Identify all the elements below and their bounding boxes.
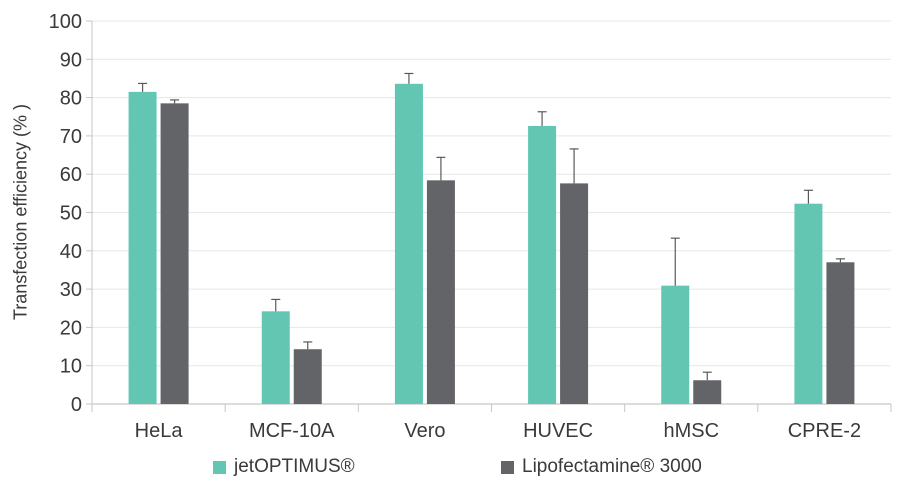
legend-item-jetoptimus: jetOPTIMUS®: [213, 456, 355, 478]
x-category-label: hMSC: [663, 420, 719, 442]
x-category-label: HUVEC: [523, 420, 593, 442]
bar-lipofectamine-3000-huvec: [560, 183, 589, 404]
x-category-label: HeLa: [135, 420, 184, 442]
y-tick-label: 60: [60, 164, 82, 186]
y-axis-title: Transfection efficiency (% ): [10, 103, 31, 321]
y-tick-label: 80: [60, 88, 82, 110]
y-tick-label: 30: [60, 279, 82, 301]
legend-label-lipofectamine: Lipofectamine® 3000: [522, 456, 702, 477]
legend-swatch-lipofectamine-icon: [501, 460, 514, 474]
bar-jetoptimus-mcf-10a: [261, 311, 290, 404]
bar-jetoptimus-huvec: [528, 125, 557, 404]
y-tick-label: 0: [71, 394, 82, 416]
x-category-label: MCF-10A: [249, 420, 335, 442]
bar-lipofectamine-3000-vero: [426, 180, 455, 404]
x-category-label: Vero: [404, 420, 445, 442]
bar-jetoptimus-vero: [394, 83, 423, 404]
bar-lipofectamine-3000-hela: [160, 103, 189, 404]
bar-lipofectamine-3000-mcf-10a: [293, 349, 322, 404]
bar-lipofectamine-3000-hmsc: [693, 380, 722, 404]
bar-jetoptimus-hmsc: [661, 285, 690, 404]
legend-label-jetoptimus: jetOPTIMUS®: [234, 456, 355, 477]
bar-jetoptimus-hela: [128, 91, 157, 404]
y-tick-label: 90: [60, 49, 82, 71]
y-tick-label: 20: [60, 317, 82, 339]
legend-item-lipofectamine: Lipofectamine® 3000: [501, 456, 702, 478]
x-category-label: CPRE-2: [788, 420, 861, 442]
y-tick-label: 50: [60, 203, 82, 225]
y-tick-label: 40: [60, 241, 82, 263]
legend-swatch-jetoptimus-icon: [213, 460, 226, 474]
y-tick-label: 100: [49, 11, 82, 33]
bar-lipofectamine-3000-cpre-2: [826, 262, 855, 404]
y-tick-label: 70: [60, 126, 82, 148]
y-tick-label: 10: [60, 356, 82, 378]
bar-jetoptimus-cpre-2: [794, 203, 823, 404]
